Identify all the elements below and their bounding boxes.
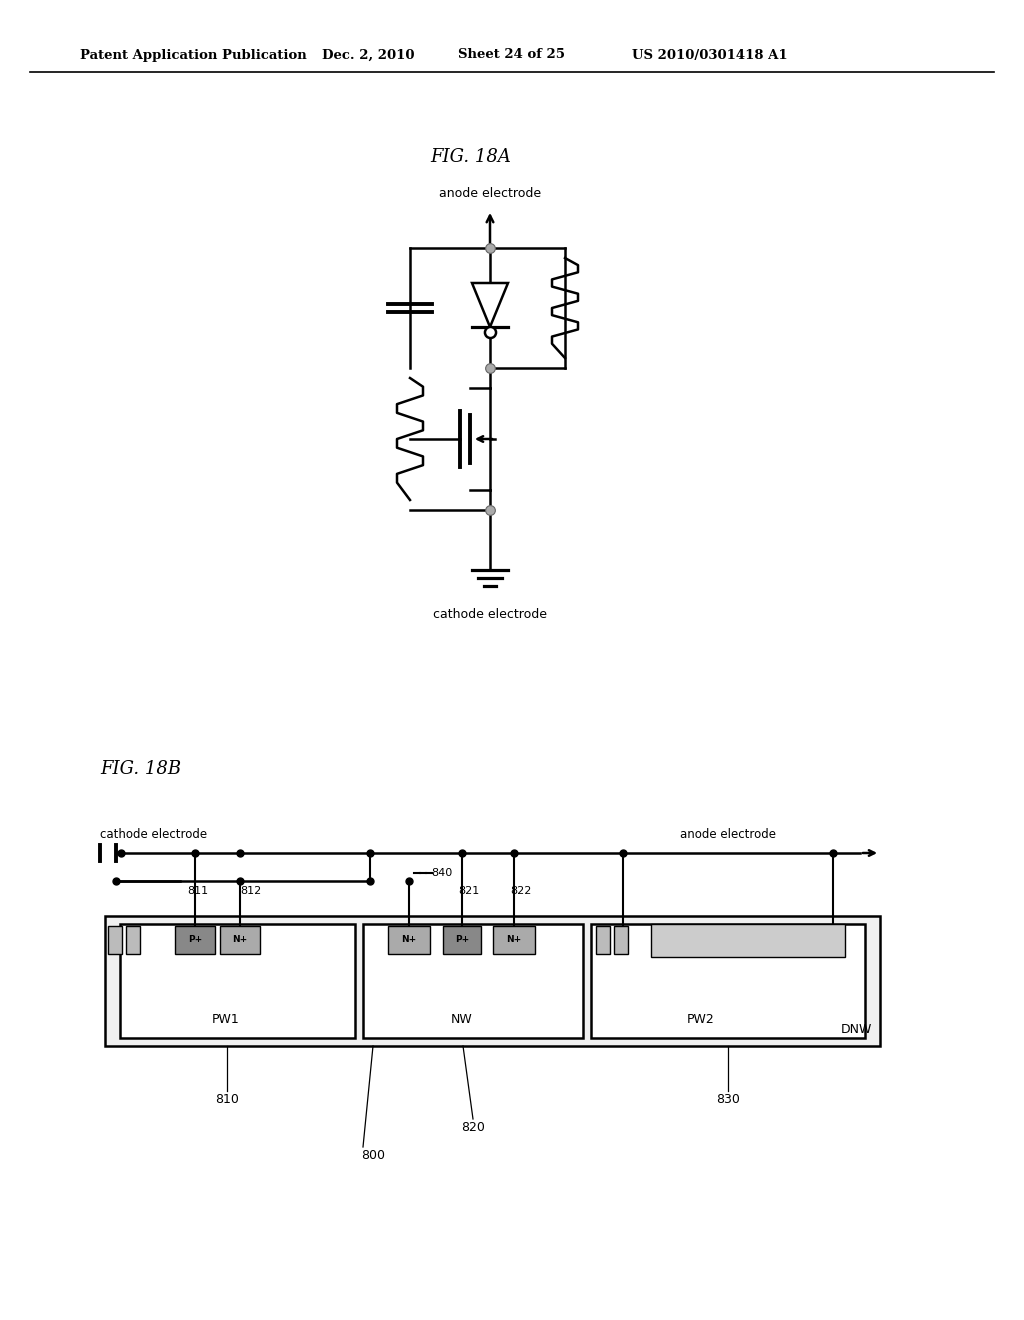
Text: US 2010/0301418 A1: US 2010/0301418 A1 xyxy=(632,49,787,62)
Text: FIG. 18B: FIG. 18B xyxy=(100,760,181,777)
Bar xyxy=(614,927,628,954)
Text: cathode electrode: cathode electrode xyxy=(433,609,547,620)
Text: PW1: PW1 xyxy=(212,1012,240,1026)
Text: 812: 812 xyxy=(240,886,261,896)
Text: Dec. 2, 2010: Dec. 2, 2010 xyxy=(322,49,415,62)
Text: 821: 821 xyxy=(458,886,479,896)
Bar xyxy=(108,927,122,954)
Text: DNW: DNW xyxy=(841,1023,872,1036)
Bar xyxy=(220,927,260,954)
Text: anode electrode: anode electrode xyxy=(439,187,541,201)
Text: Patent Application Publication: Patent Application Publication xyxy=(80,49,307,62)
Bar xyxy=(362,924,583,1038)
Text: 810: 810 xyxy=(215,1093,239,1106)
Bar xyxy=(126,927,140,954)
Bar xyxy=(596,927,610,954)
Text: FIG. 18A: FIG. 18A xyxy=(430,148,511,166)
Bar xyxy=(120,924,355,1038)
Text: N+: N+ xyxy=(232,936,248,945)
Text: N+: N+ xyxy=(507,936,521,945)
Text: cathode electrode: cathode electrode xyxy=(100,829,207,842)
Text: Sheet 24 of 25: Sheet 24 of 25 xyxy=(459,49,565,62)
Text: 820: 820 xyxy=(461,1121,485,1134)
Text: P+: P+ xyxy=(187,936,202,945)
Text: P+: P+ xyxy=(455,936,469,945)
Text: 800: 800 xyxy=(361,1148,385,1162)
Text: 830: 830 xyxy=(716,1093,740,1106)
Text: PW2: PW2 xyxy=(687,1012,715,1026)
Bar xyxy=(388,927,430,954)
Text: 822: 822 xyxy=(510,886,531,896)
Text: 840: 840 xyxy=(431,869,453,878)
Text: N+: N+ xyxy=(401,936,417,945)
Polygon shape xyxy=(472,282,508,327)
Bar xyxy=(591,924,865,1038)
Bar xyxy=(175,927,215,954)
Bar xyxy=(105,916,880,1045)
Bar xyxy=(493,927,535,954)
Bar xyxy=(443,927,481,954)
Text: 811: 811 xyxy=(187,886,208,896)
Bar xyxy=(651,924,845,957)
Text: NW: NW xyxy=(452,1012,473,1026)
Text: anode electrode: anode electrode xyxy=(680,829,776,842)
